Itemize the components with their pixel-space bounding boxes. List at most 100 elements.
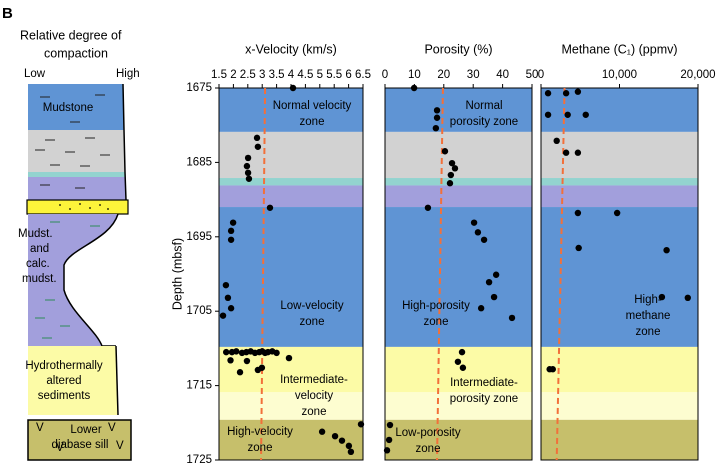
data-point	[244, 169, 252, 177]
panel-title: Methane (C₁) (ppmv)	[561, 42, 677, 56]
data-point	[254, 143, 262, 150]
rock-symbol: V	[116, 440, 124, 452]
y-tick-label: 1675	[186, 82, 212, 94]
diabase-unit	[27, 419, 132, 461]
mudstone-dashes	[35, 94, 110, 189]
data-point	[448, 159, 456, 167]
x-tick-label: 4	[288, 69, 295, 81]
data-point	[227, 227, 235, 235]
data-point	[433, 114, 441, 121]
x-tick-label: 50	[526, 69, 539, 81]
zone-annotation: Intermediate-	[450, 377, 518, 389]
data-point	[474, 229, 482, 236]
depth-zone	[541, 419, 698, 460]
data-point	[357, 421, 365, 428]
x-tick-label: 20,000	[680, 69, 715, 81]
data-point	[347, 448, 355, 456]
depth-zone	[385, 185, 532, 208]
depth-zone	[385, 207, 532, 347]
data-point	[229, 219, 237, 226]
data-point	[245, 175, 253, 182]
data-point	[386, 421, 394, 429]
data-point	[410, 84, 418, 92]
data-point	[562, 149, 570, 156]
data-point	[574, 88, 582, 95]
column-edge	[122, 83, 127, 201]
x-tick-label: 2.5	[240, 69, 256, 81]
panel-title: x-Velocity (km/s)	[245, 42, 337, 56]
depth-zone	[385, 346, 532, 393]
data-point	[338, 437, 346, 444]
y-tick-label: 1715	[186, 380, 212, 392]
zone-annotation: High-velocity	[227, 426, 293, 438]
trend-line	[436, 87, 444, 461]
zone-annotation: zone	[248, 442, 273, 454]
x-tick-label: 40	[496, 69, 509, 81]
plot-frame	[384, 87, 533, 461]
data-point	[273, 349, 280, 357]
data-point	[492, 271, 500, 278]
x-tick-label: 3	[259, 69, 265, 81]
depth-zone	[541, 178, 698, 186]
data-point	[318, 428, 326, 435]
data-point	[485, 278, 493, 286]
x-tick-label: 0	[538, 69, 544, 81]
data-point	[574, 209, 582, 217]
data-point	[227, 236, 235, 243]
data-point	[508, 314, 516, 322]
data-point	[459, 364, 467, 371]
data-point	[285, 354, 293, 362]
data-point	[549, 366, 556, 373]
column-title: Relative degree of	[20, 28, 122, 42]
depth-zone	[385, 131, 532, 179]
data-point	[222, 281, 230, 289]
data-point	[454, 358, 462, 365]
depth-zone	[385, 178, 532, 186]
zone-annotation: Normal	[465, 100, 502, 112]
data-point	[243, 357, 251, 365]
data-point	[447, 171, 455, 179]
data-point	[233, 348, 240, 355]
depth-zone	[219, 185, 363, 208]
x-tick-label: 30	[467, 69, 480, 81]
y-tick-label: 1695	[186, 231, 212, 243]
data-point	[470, 219, 478, 226]
depth-zone	[541, 185, 698, 208]
depth-zone	[219, 178, 363, 186]
zone-annotation: zone	[416, 443, 441, 455]
y-tick-label: 1725	[186, 454, 212, 466]
zone-annotation: methane	[626, 310, 671, 322]
teal-unit	[28, 172, 125, 177]
x-tick-label: 10,000	[602, 69, 637, 81]
depth-zone	[541, 346, 698, 393]
depth-zone	[385, 392, 532, 420]
sand-dots	[59, 203, 109, 210]
x-tick-label: 20	[437, 69, 450, 81]
zone-annotation: zone	[300, 116, 325, 128]
rock-symbol: V	[56, 442, 64, 454]
unit-label: Mudst.	[18, 228, 53, 240]
data-point	[345, 442, 353, 450]
column-edge	[115, 345, 119, 416]
depth-zone	[541, 392, 698, 420]
zone-annotation: zone	[300, 316, 325, 328]
unit-label: sediments	[38, 390, 91, 402]
x-tick-label: 10	[408, 69, 421, 81]
data-point	[227, 357, 234, 364]
data-point	[227, 305, 235, 312]
data-point	[243, 162, 251, 170]
data-point	[244, 154, 252, 162]
zone-annotation: zone	[424, 316, 449, 328]
zone-annotation: Low-velocity	[280, 300, 344, 312]
data-point	[432, 124, 440, 132]
gray-unit	[28, 130, 125, 172]
data-point	[575, 244, 582, 252]
panel-title: Porosity (%)	[424, 42, 492, 56]
zone-annotation: zone	[302, 406, 327, 418]
axis-end-label: High	[116, 68, 140, 80]
y-tick-label: 1705	[186, 305, 212, 317]
depth-zone	[385, 88, 532, 132]
data-point	[490, 293, 498, 301]
x-tick-label: 5.5	[326, 69, 342, 81]
zone-annotation: porosity zone	[450, 393, 518, 405]
